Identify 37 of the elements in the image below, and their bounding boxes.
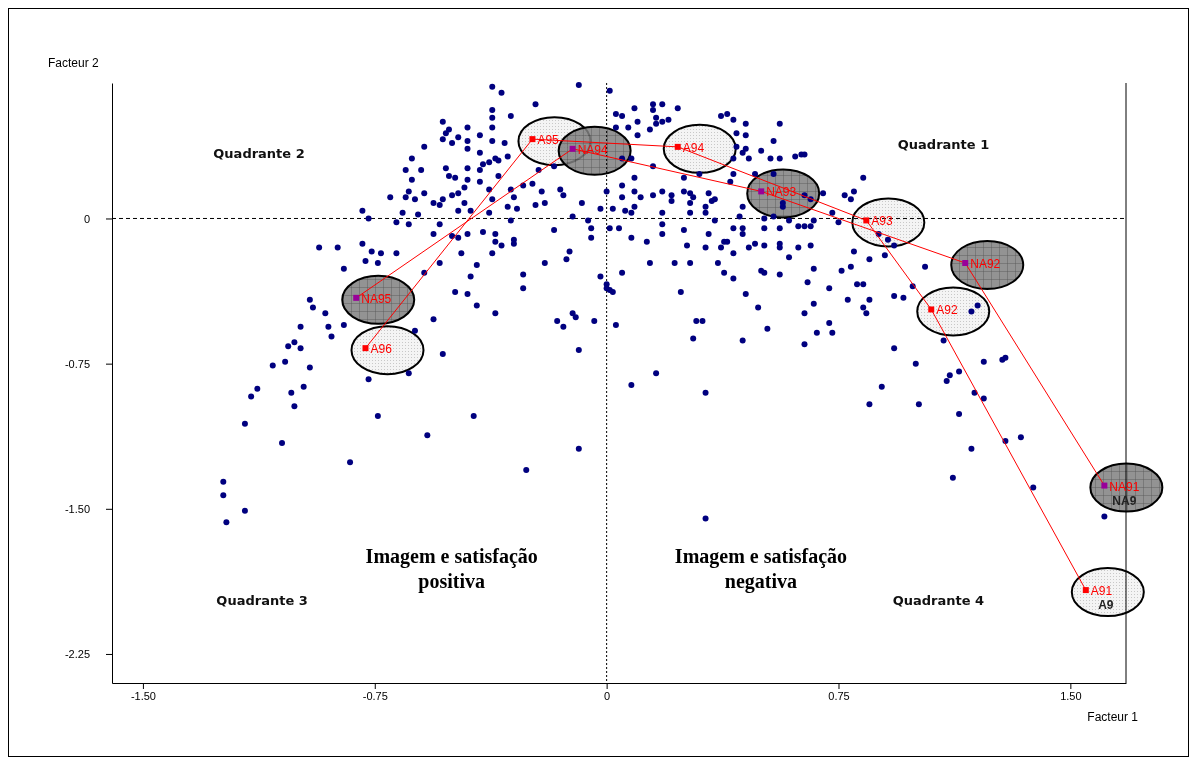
point (928, 306, 935, 313)
point (1101, 482, 1108, 489)
point (758, 188, 765, 195)
y-tick-label: -2.25 (64, 647, 90, 660)
x-tick-label: 0.75 (828, 689, 850, 702)
data-label: A93 (871, 214, 893, 229)
point (362, 345, 369, 352)
y-tick-label: -0.75 (64, 357, 90, 370)
point (529, 136, 536, 143)
annotation: Quadrante 3 (216, 593, 308, 608)
annotation: Quadrante 1 (897, 137, 990, 152)
point (863, 217, 870, 224)
data-label: A92 (936, 303, 958, 318)
data-label: NA92 (970, 257, 1001, 271)
x-axis-title: Facteur 1 (1087, 710, 1139, 724)
annotation: A9 (1098, 598, 1114, 613)
data-label: NA91 (1109, 479, 1140, 494)
data-label: A91 (1090, 584, 1113, 599)
data-label: A94 (682, 140, 705, 155)
annotation: Imagem e satisfação positiva (365, 545, 538, 593)
x-tick-label: 1.50 (1060, 689, 1082, 702)
point (962, 260, 969, 266)
y-tick-label: 0 (83, 212, 90, 225)
x-tick-label: -1.50 (130, 689, 156, 702)
annotation: Quadrante 2 (213, 146, 305, 161)
y-tick-label: -1.50 (64, 502, 90, 515)
point (569, 145, 576, 152)
point (1082, 587, 1089, 594)
data-label: A96 (370, 342, 393, 357)
data-label: NA95 (361, 291, 392, 306)
annotation: Quadrante 4 (892, 593, 985, 608)
y-axis-title: Facteur 2 (48, 56, 100, 70)
point (674, 143, 681, 150)
point (353, 294, 360, 301)
x-tick-label: -0.75 (362, 689, 388, 702)
annotation: Imagem e satisfação negativa (674, 545, 848, 593)
x-tick-label: 0 (604, 689, 611, 702)
